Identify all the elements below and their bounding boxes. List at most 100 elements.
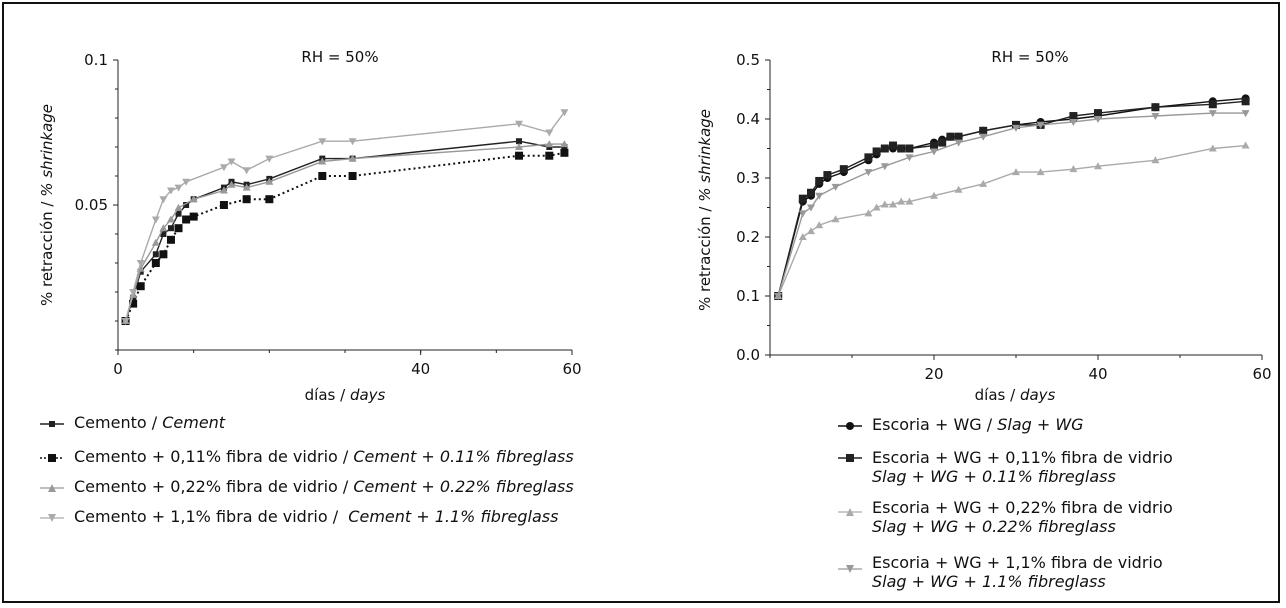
data-point	[1241, 141, 1250, 149]
series-1	[121, 148, 569, 325]
x-tick-label: 60	[562, 360, 581, 378]
legend-label-es: Cemento + 0,22% fibra de vidrio	[74, 477, 338, 496]
x-axis-label: días / days	[975, 386, 1056, 404]
legend-label-en: Cement	[162, 413, 226, 432]
series-1	[774, 97, 1250, 300]
data-point	[151, 238, 160, 246]
y-tick-label: 0.0	[736, 346, 760, 364]
y-tick-label: 0.05	[75, 196, 108, 214]
data-point	[807, 188, 815, 197]
legend-symbol	[836, 563, 864, 575]
data-point	[182, 178, 191, 186]
data-point	[166, 235, 175, 244]
data-point	[265, 195, 274, 204]
data-point	[160, 231, 167, 237]
data-point	[152, 251, 159, 258]
data-point	[1094, 109, 1102, 118]
y-tick-label: 0.4	[736, 110, 760, 128]
y-tick-label: 0.1	[84, 51, 108, 69]
series-2	[774, 141, 1250, 299]
x-axis-label-en: days	[350, 386, 386, 404]
series-3	[774, 110, 1250, 300]
data-point	[1208, 110, 1217, 118]
data-point	[1036, 168, 1045, 176]
data-point	[348, 172, 357, 180]
data-point	[954, 139, 963, 147]
x-tick-label: 0	[113, 360, 123, 378]
data-point	[839, 165, 848, 174]
data-point	[954, 185, 963, 193]
data-point	[880, 163, 889, 171]
legend-symbol	[836, 420, 864, 432]
legend-label-es: Escoria + WG	[872, 415, 982, 434]
data-point	[930, 191, 938, 199]
chart-panel-0: 0.05 0.1 0 40 60 RH = 50% días / days % retracc…	[38, 48, 582, 404]
data-point	[1069, 165, 1078, 173]
data-point	[166, 215, 175, 223]
data-point	[1012, 124, 1020, 132]
data-point	[174, 203, 183, 211]
legend-symbol	[38, 482, 66, 494]
data-point	[954, 132, 963, 141]
legend-label-es: Escoria + WG + 0,11% fibra de vidrio	[872, 448, 1173, 467]
legend-symbol	[38, 418, 66, 430]
legend-label-en: Slag + WG + 0.22% fibreglass	[872, 517, 1116, 536]
data-point	[979, 179, 988, 187]
data-point	[151, 259, 160, 267]
data-point	[219, 186, 228, 194]
data-point	[189, 212, 198, 221]
data-point	[129, 289, 138, 296]
data-point	[1036, 121, 1045, 129]
data-point	[159, 250, 168, 259]
data-point	[905, 144, 914, 153]
data-point	[897, 197, 906, 205]
data-point	[1151, 103, 1160, 112]
series-line	[777, 112, 1246, 297]
data-point	[159, 196, 168, 204]
y-axis-label: % retracción / % shrinkage	[696, 109, 714, 311]
y-tick-label: 0.5	[736, 51, 760, 69]
data-point	[174, 224, 183, 233]
data-point	[545, 129, 554, 137]
legend-label-en: Slag + WG + 0.11% fibreglass	[872, 467, 1116, 486]
data-point	[798, 233, 807, 240]
y-tick-label: 0.3	[736, 169, 760, 187]
legend-label-en: Cement + 0.11% fibreglass	[353, 447, 574, 466]
legend-entry-left-1: Cemento + 0,11% fibra de vidrio / Cement…	[38, 447, 574, 466]
series-line	[124, 143, 565, 322]
data-point	[515, 120, 524, 128]
legend-symbol	[38, 452, 66, 464]
data-point	[1241, 97, 1250, 106]
legend-entry-left-3: Cemento + 1,1% fibra de vidrio / Cement …	[38, 507, 558, 526]
data-point	[151, 216, 160, 224]
data-point	[823, 171, 832, 180]
series-line	[777, 144, 1246, 297]
data-point	[930, 141, 938, 150]
x-axis-label-es: días /	[305, 386, 350, 404]
data-point	[242, 195, 251, 204]
data-point	[798, 194, 807, 203]
y-axis-label-es: % retracción /	[696, 202, 714, 311]
data-point	[227, 180, 236, 188]
legend-symbol	[836, 506, 864, 518]
series-3	[121, 109, 569, 325]
data-point	[1208, 100, 1217, 109]
data-point	[219, 201, 228, 209]
y-axis-label: % retracción / % shrinkage	[38, 104, 56, 306]
data-point	[880, 200, 889, 208]
data-point	[798, 210, 807, 218]
data-point	[318, 172, 327, 180]
data-point	[979, 126, 988, 135]
data-point	[219, 164, 228, 172]
y-tick-label: 0.2	[736, 228, 760, 246]
legend-entry-left-0: Cemento / Cement	[38, 413, 225, 432]
data-point	[159, 224, 168, 232]
data-point	[227, 158, 236, 166]
data-point	[1208, 144, 1217, 152]
data-point	[182, 215, 191, 224]
data-point	[1151, 113, 1160, 121]
data-point	[880, 144, 889, 153]
data-point	[889, 141, 897, 150]
